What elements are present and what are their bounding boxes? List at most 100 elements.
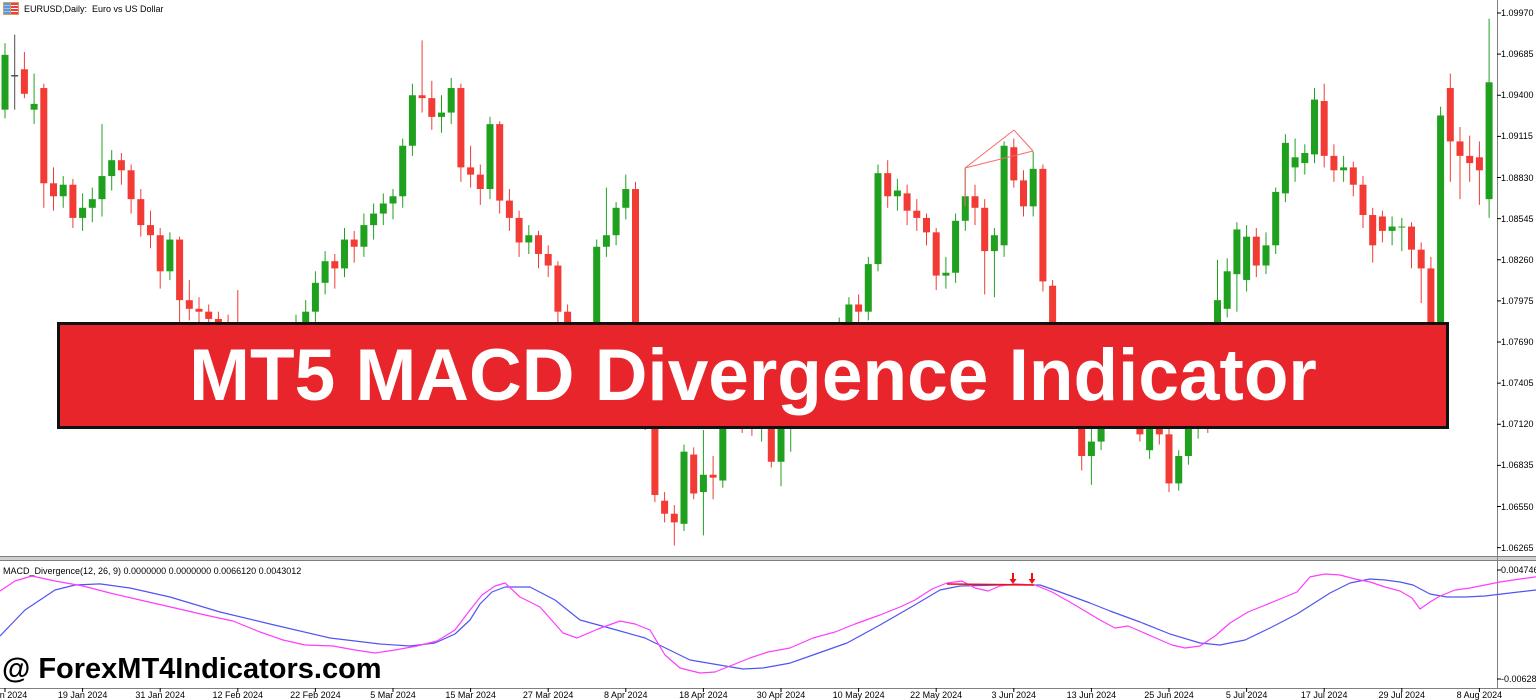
candle xyxy=(1291,157,1299,168)
candle xyxy=(341,239,348,269)
main-chart-pane[interactable] xyxy=(0,0,1497,556)
time-axis-label: 18 Apr 2024 xyxy=(679,690,728,700)
candle xyxy=(1446,88,1454,142)
candle xyxy=(961,196,969,221)
candle xyxy=(690,454,698,494)
price-axis-label: 1.07120 xyxy=(1501,419,1534,430)
macd-axis-label: -0.0062860 xyxy=(1501,674,1536,684)
candle xyxy=(680,451,688,524)
watermark-text: @ ForexMT4Indicators.com xyxy=(2,653,382,685)
candle xyxy=(932,232,940,276)
candle xyxy=(612,207,620,236)
price-axis-label: 1.08545 xyxy=(1501,213,1534,224)
candle xyxy=(1262,245,1270,266)
macd-axis-label: 0.0047460 xyxy=(1501,565,1536,575)
candle xyxy=(903,193,911,211)
candle xyxy=(709,474,717,478)
time-axis-label: 5 Jul 2024 xyxy=(1225,690,1268,700)
candle xyxy=(408,95,416,146)
candle xyxy=(1000,145,1008,246)
candle xyxy=(1417,249,1425,269)
promo-banner: MT5 MACD Divergence Indicator xyxy=(57,322,1449,429)
candle xyxy=(69,184,77,218)
candle xyxy=(1243,236,1251,280)
time-axis-label: 25 Jun 2024 xyxy=(1144,690,1194,700)
time-axis-label: 10 May 2024 xyxy=(832,690,885,700)
candle xyxy=(1184,427,1192,457)
candle xyxy=(496,124,504,201)
candle xyxy=(79,207,87,218)
candle xyxy=(1010,147,1018,181)
candle xyxy=(428,98,436,117)
candle xyxy=(1146,422,1154,451)
candle xyxy=(767,415,775,462)
candle xyxy=(1223,271,1231,309)
candle xyxy=(893,190,901,197)
time-axis-label: 8 Aug 2024 xyxy=(1456,690,1503,700)
candle xyxy=(602,235,610,247)
candle xyxy=(166,239,174,272)
candle xyxy=(302,311,310,327)
candle xyxy=(476,174,484,190)
candle xyxy=(418,95,426,99)
candle xyxy=(777,419,785,462)
candle xyxy=(525,235,533,243)
candle xyxy=(30,103,38,110)
candle xyxy=(864,264,872,312)
time-axis-label: 22 May 2024 xyxy=(910,690,963,700)
price-axis-label: 1.09400 xyxy=(1501,90,1534,101)
candle xyxy=(1359,184,1367,216)
candle xyxy=(20,69,28,94)
candle xyxy=(176,239,184,301)
candle xyxy=(535,235,542,254)
candle xyxy=(379,203,387,214)
chart-title-bar: EURUSD,Daily: Euro vs US Dollar xyxy=(3,2,164,15)
candle xyxy=(185,300,193,309)
candle xyxy=(1398,226,1406,228)
time-axis-label: 8 Apr 2024 xyxy=(604,690,648,700)
candle xyxy=(331,261,339,269)
candle xyxy=(1427,268,1435,331)
candle xyxy=(360,225,368,247)
candle xyxy=(1301,152,1309,164)
candle xyxy=(923,217,930,233)
candle xyxy=(1475,157,1483,171)
price-axis-label: 1.09115 xyxy=(1501,131,1533,142)
candle xyxy=(1039,168,1047,282)
candle xyxy=(651,427,659,495)
candle xyxy=(593,246,601,381)
candle xyxy=(874,173,882,265)
candle xyxy=(632,189,639,384)
symbol-title: EURUSD,Daily: Euro vs US Dollar xyxy=(24,3,164,14)
candle xyxy=(59,184,67,197)
candle xyxy=(1340,167,1348,171)
time-axis-label: 3 Jun 2024 xyxy=(991,690,1037,700)
candle xyxy=(1466,155,1474,164)
candle xyxy=(389,196,397,204)
candle xyxy=(147,225,154,236)
time-axis-label: 19 Jan 2024 xyxy=(57,690,108,700)
candle xyxy=(845,304,853,327)
candle xyxy=(205,311,213,319)
time-axis-label: 13 Jun 2024 xyxy=(1066,690,1117,700)
candle xyxy=(50,183,57,197)
candle xyxy=(1349,167,1357,185)
promo-banner-text: MT5 MACD Divergence Indicator xyxy=(189,335,1317,416)
candle xyxy=(670,513,678,523)
candle xyxy=(1049,285,1057,355)
price-axis-label: 1.06265 xyxy=(1501,542,1534,553)
macd-lines-group xyxy=(0,573,1536,674)
candle xyxy=(1330,155,1338,171)
candle xyxy=(1369,215,1377,246)
candle xyxy=(1320,101,1328,156)
macd-main-line xyxy=(0,573,1536,674)
candle xyxy=(370,213,378,226)
candle xyxy=(88,199,96,208)
sell-arrow-icon xyxy=(1028,573,1036,584)
candle xyxy=(127,170,135,200)
candle xyxy=(699,474,707,493)
price-axis-label: 1.06835 xyxy=(1501,460,1534,471)
candle xyxy=(661,500,669,514)
candle xyxy=(1252,236,1260,266)
